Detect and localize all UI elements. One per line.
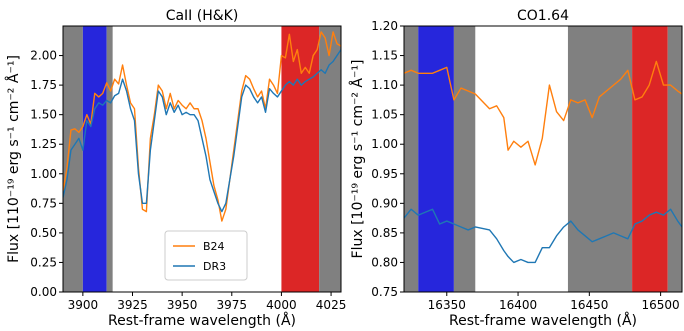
chart-panel-co164: 16350 16400 16450 16500 0.75 0.80 0.85 0.90 0.95… [349,8,683,329]
x-tick-label: 16450 [570,298,608,312]
wavelength-band-4 [632,26,668,292]
legend-label-b24: B24 [203,240,225,253]
x-tick-label: 3900 [68,298,99,312]
x-tick-label: 4000 [266,298,297,312]
y-tick-label: 1.50 [30,108,57,122]
x-tick-label: 16500 [642,298,680,312]
chart-title: CO1.64 [517,8,569,24]
series-line-dr3 [63,49,341,213]
y-tick-label: 0.95 [371,167,398,181]
wavelength-band-2 [106,26,113,292]
plot-area [63,26,341,292]
x-tick-label: 4025 [316,298,347,312]
wavelength-band-4 [319,26,341,292]
y-tick-label: 1.00 [30,167,57,181]
series-line-dr3 [404,208,682,264]
legend: B24 DR3 [164,230,248,281]
legend-label-dr3: DR3 [203,260,226,273]
wavelength-band-1 [82,26,107,292]
y-tick-label: 1.05 [371,108,398,122]
series-line-b24 [404,60,682,166]
y-tick-label: 1.25 [30,137,57,151]
y-tick-label: 0.00 [30,285,57,299]
y-axis-label: Flux [10⁻¹⁹ erg s⁻¹ cm⁻² Å⁻¹] [349,60,366,259]
x-tick-label: 3925 [117,298,148,312]
chart-title: CaII (H&K) [166,8,239,24]
chart-panel-caii: 3900 3925 3950 3975 4000 4025 0.00 0.25 0.50 0.75… [5,8,346,329]
plot-area [404,26,682,292]
x-tick-label: 3950 [167,298,198,312]
y-tick-label: 0.85 [371,226,398,240]
x-tick-label: 16400 [499,298,537,312]
x-tick-label: 3975 [217,298,248,312]
y-tick-label: 1.10 [371,78,398,92]
y-tick-label: 0.25 [30,255,57,269]
wavelength-band-0 [404,26,419,292]
y-tick-label: 1.75 [30,78,57,92]
x-tick-label: 16350 [428,298,466,312]
wavelength-band-1 [418,26,454,292]
y-tick-label: 1.20 [371,19,398,33]
wavelength-band-3 [567,26,633,292]
x-axis-label: Rest-frame wavelength (Å) [449,312,637,329]
legend-box [164,230,248,281]
wavelength-band-0 [63,26,83,292]
y-tick-label: 0.80 [371,255,398,269]
y-tick-label: 1.15 [371,49,398,63]
axes-frame [62,25,342,293]
y-tick-label: 1.00 [371,137,398,151]
y-tick-label: 2.00 [30,49,57,63]
y-tick-label: 0.75 [371,285,398,299]
y-tick-label: 0.75 [30,196,57,210]
series-line-b24 [63,31,341,222]
axes-frame [403,25,683,293]
wavelength-band-2 [453,26,476,292]
y-tick-label: 0.50 [30,226,57,240]
y-tick-label: 0.90 [371,196,398,210]
wavelength-band-5 [667,26,682,292]
x-axis-label: Rest-frame wavelength (Å) [108,312,296,329]
y-axis-label: Flux [110⁻¹⁹ erg s⁻¹ cm⁻² Å⁻¹] [5,55,22,263]
